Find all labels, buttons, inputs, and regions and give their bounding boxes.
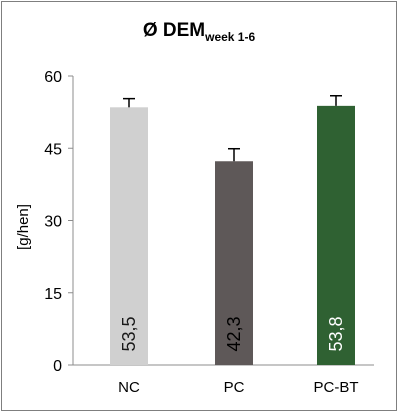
chart-title-main: Ø DEM: [143, 20, 205, 41]
plot-area: 0 15 30 45 60 NC 53,5 PC 42,3 PC-BT 53,8: [44, 69, 374, 396]
data-label: 53,8: [326, 316, 346, 351]
y-tick-label: 30: [44, 214, 62, 231]
x-tick-label: PC-BT: [314, 379, 359, 396]
bar-pc-bt: [317, 105, 355, 365]
y-axis-label: [g/hen]: [15, 204, 32, 250]
x-tick-label: PC: [224, 379, 245, 396]
y-tick-label: 60: [44, 69, 62, 86]
data-label: 42,3: [224, 316, 244, 351]
data-label: 53,5: [119, 316, 139, 351]
bar-nc: [110, 107, 148, 365]
chart-title: Ø DEMweek 1-6: [143, 20, 256, 44]
y-tick-label: 15: [44, 286, 62, 303]
chart-title-subscript: week 1-6: [204, 30, 255, 44]
y-tick-label: 0: [53, 358, 62, 375]
x-tick-label: NC: [118, 379, 140, 396]
y-tick-label: 45: [44, 141, 62, 158]
bar-pc: [215, 161, 253, 365]
